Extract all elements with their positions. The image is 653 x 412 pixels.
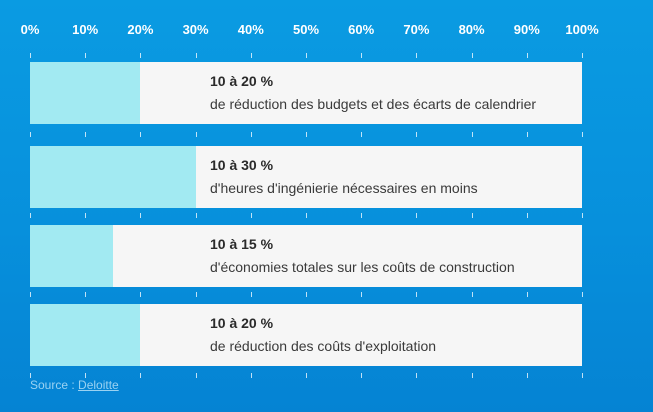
source-link[interactable]: Deloitte bbox=[78, 378, 119, 392]
bar bbox=[30, 225, 113, 287]
tick-mark bbox=[251, 292, 252, 297]
tick-mark bbox=[416, 373, 417, 378]
tick-mark bbox=[306, 213, 307, 218]
bar-description: d'heures d'ingénierie nécessaires en moi… bbox=[210, 180, 478, 196]
bar-track: 10 à 20 % de réduction des budgets et des… bbox=[30, 62, 582, 124]
tick-mark bbox=[306, 292, 307, 297]
x-tick-label: 10% bbox=[72, 22, 99, 37]
x-tick-label: 100% bbox=[565, 22, 599, 37]
tick-mark bbox=[472, 292, 473, 297]
tick-mark bbox=[361, 132, 362, 137]
tick-mark bbox=[582, 292, 583, 297]
tick-mark bbox=[472, 53, 473, 58]
tick-mark bbox=[251, 213, 252, 218]
x-tick-label: 60% bbox=[348, 22, 375, 37]
tick-mark bbox=[196, 373, 197, 378]
tick-mark bbox=[140, 53, 141, 58]
tick-mark bbox=[472, 213, 473, 218]
tick-mark bbox=[306, 373, 307, 378]
x-tick-label: 0% bbox=[20, 22, 40, 37]
bar-description: de réduction des coûts d'exploitation bbox=[210, 338, 437, 354]
tick-mark bbox=[527, 132, 528, 137]
bar-description: d'économies totales sur les coûts de con… bbox=[210, 259, 515, 275]
tick-mark bbox=[196, 132, 197, 137]
tick-mark bbox=[140, 213, 141, 218]
bar-range-label: 10 à 20 % bbox=[210, 73, 274, 89]
tick-mark bbox=[140, 132, 141, 137]
tick-mark bbox=[527, 292, 528, 297]
bar-track: 10 à 15 % d'économies totales sur les coû… bbox=[30, 225, 582, 287]
bar-range-label: 10 à 15 % bbox=[210, 236, 274, 252]
tick-mark bbox=[251, 53, 252, 58]
tick-mark bbox=[582, 53, 583, 58]
x-tick-label: 50% bbox=[292, 22, 320, 37]
tick-mark bbox=[416, 292, 417, 297]
tick-mark bbox=[251, 132, 252, 137]
tick-mark bbox=[85, 373, 86, 378]
tick-mark bbox=[30, 373, 31, 378]
bar-description: de réduction des budgets et des écarts d… bbox=[210, 96, 537, 112]
tick-mark bbox=[472, 132, 473, 137]
source-prefix: Source : bbox=[30, 378, 79, 392]
tick-mark bbox=[85, 53, 86, 58]
tick-mark bbox=[582, 373, 583, 378]
tick-mark bbox=[472, 373, 473, 378]
source-note: Source : Deloitte bbox=[30, 378, 119, 392]
tick-mark bbox=[416, 53, 417, 58]
tick-mark bbox=[196, 292, 197, 297]
bar bbox=[30, 304, 141, 366]
tick-mark bbox=[306, 132, 307, 137]
tick-mark bbox=[361, 292, 362, 297]
x-tick-label: 90% bbox=[513, 22, 540, 37]
x-tick-label: 80% bbox=[458, 22, 485, 37]
bar-range-label: 10 à 20 % bbox=[210, 315, 274, 331]
bar-range-label: 10 à 30 % bbox=[210, 157, 274, 173]
x-tick-label: 20% bbox=[127, 22, 154, 37]
tick-mark bbox=[196, 213, 197, 218]
tick-mark bbox=[30, 53, 31, 58]
tick-mark bbox=[582, 213, 583, 218]
tick-mark bbox=[30, 213, 31, 218]
tick-mark bbox=[306, 53, 307, 58]
bar bbox=[30, 62, 141, 124]
tick-mark bbox=[527, 373, 528, 378]
tick-mark bbox=[416, 132, 417, 137]
tick-mark bbox=[251, 373, 252, 378]
tick-mark bbox=[140, 373, 141, 378]
bar-track: 10 à 20 % de réduction des coûts d'exploi… bbox=[30, 304, 582, 366]
x-tick-label: 40% bbox=[237, 22, 264, 37]
tick-mark bbox=[140, 292, 141, 297]
bar-track: 10 à 30 % d'heures d'ingénierie nécessair… bbox=[30, 146, 582, 208]
bar bbox=[30, 146, 196, 208]
tick-mark bbox=[361, 373, 362, 378]
tick-mark bbox=[196, 53, 197, 58]
tick-mark bbox=[527, 213, 528, 218]
x-tick-label: 30% bbox=[182, 22, 209, 37]
tick-mark bbox=[85, 213, 86, 218]
x-tick-label: 70% bbox=[403, 22, 430, 37]
tick-mark bbox=[527, 53, 528, 58]
tick-mark bbox=[582, 132, 583, 137]
tick-mark bbox=[416, 213, 417, 218]
tick-mark bbox=[85, 292, 86, 297]
tick-mark bbox=[361, 213, 362, 218]
tick-mark bbox=[361, 53, 362, 58]
tick-mark bbox=[85, 132, 86, 137]
tick-mark bbox=[30, 132, 31, 137]
tick-mark bbox=[30, 292, 31, 297]
